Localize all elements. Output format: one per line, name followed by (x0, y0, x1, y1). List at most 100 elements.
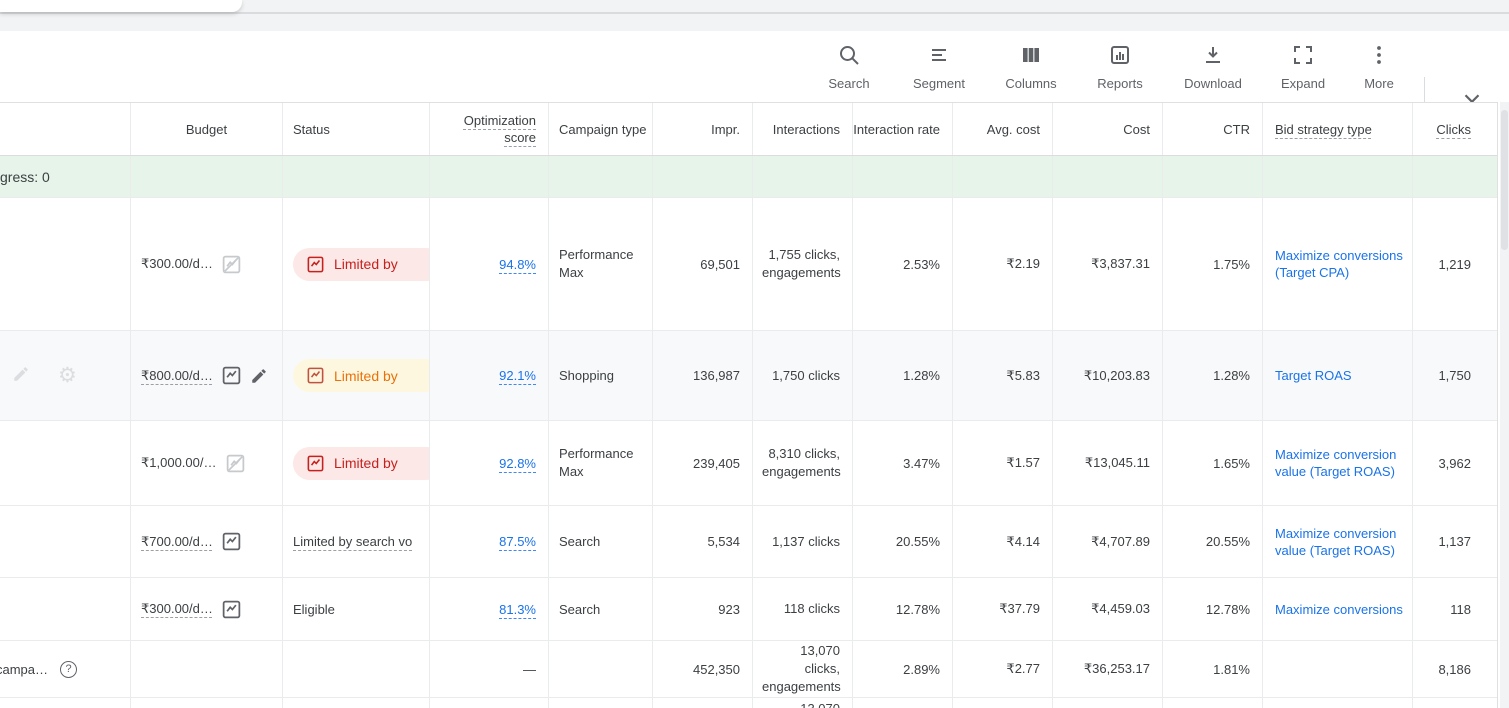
ctr-cell: 1.28% (1163, 331, 1263, 420)
scrollbar-thumb[interactable] (1501, 110, 1508, 250)
budget-value[interactable]: ₹1,000.00/… (141, 455, 217, 470)
status-text: Limited by (334, 455, 398, 471)
bid-strategy-link[interactable]: Target ROAS (1275, 368, 1352, 383)
opt-score-cell: 92.1% (430, 331, 549, 420)
bid-strategy-link[interactable]: Maximize conversion value (Target ROAS) (1275, 447, 1397, 479)
status-cell: Limited by (283, 198, 430, 330)
opt-score-link[interactable]: 94.8% (499, 256, 536, 272)
segment-button[interactable]: Segment (904, 43, 974, 91)
campaign-type-cell: Performance Max (549, 198, 653, 330)
interaction-rate-cell: 1.28% (853, 331, 953, 420)
header-campaign-type[interactable]: Campaign type (549, 103, 653, 155)
cost-cell: ₹10,203.83 (1053, 331, 1163, 420)
download-button[interactable]: Download (1175, 43, 1251, 91)
header-interactions[interactable]: Interactions (753, 103, 853, 155)
ctr-cell: 1.65% (1163, 421, 1263, 505)
avg-cost-cell: ₹2.77 (953, 641, 1053, 697)
status-badge[interactable]: Limited by (293, 359, 429, 392)
header-ctr[interactable]: CTR (1163, 103, 1263, 155)
clicks-cell: 8,186 (1438, 661, 1471, 677)
budget-cell: ₹300.00/d… (131, 578, 283, 640)
more-button[interactable]: More (1352, 43, 1406, 91)
status-badge[interactable]: Limited by (293, 247, 429, 281)
status-text[interactable]: Limited by search vo (293, 534, 413, 549)
chart-disabled-icon (225, 453, 246, 474)
table-row: ₹300.00/d… Limited by 94.8% Performance … (0, 198, 1497, 331)
expand-label: Expand (1280, 76, 1326, 91)
expand-button[interactable]: Expand (1270, 43, 1336, 91)
impr-cell: 452,350 (653, 641, 753, 697)
campaigns-table: Budget Status Optimization score Campaig… (0, 102, 1497, 708)
budget-cell: ₹700.00/d… (131, 506, 283, 577)
table-row: ₹700.00/d… Limited by search vo 87.5% Se… (0, 506, 1497, 578)
header-status[interactable]: Status (283, 103, 430, 155)
total-row: campa… ? — 452,350 13,070 clicks, engage… (0, 641, 1497, 698)
help-icon[interactable]: ? (60, 660, 78, 678)
header-interaction-rate[interactable]: Interaction rate (853, 103, 953, 155)
status-badge[interactable]: Limited by (293, 446, 429, 480)
chart-icon[interactable] (221, 365, 242, 386)
cost-cell: ₹13,045.11 (1053, 421, 1163, 505)
bid-strategy-link[interactable]: Maximize conversions (1275, 601, 1403, 617)
header-budget[interactable]: Budget (131, 103, 283, 155)
budget-value[interactable]: ₹800.00/d… (141, 367, 213, 383)
avg-cost-cell: ₹5.83 (953, 331, 1053, 420)
header-clicks[interactable]: Clicks (1436, 121, 1471, 137)
opt-score-link[interactable]: 81.3% (499, 601, 536, 617)
opt-score-cell: 87.5% (430, 506, 549, 577)
budget-cell: ₹1,000.00/… (131, 421, 283, 505)
status-text: Eligible (293, 601, 335, 617)
search-icon (837, 43, 861, 70)
chart-icon[interactable] (221, 599, 242, 620)
interactions-cell: 118 clicks (753, 578, 853, 640)
opt-score-cell: 81.3% (430, 578, 549, 640)
vertical-scrollbar[interactable] (1500, 102, 1509, 708)
interactions-cell: 13,070 clicks, engagements (753, 641, 853, 697)
collapse-chevron-icon (1459, 85, 1485, 114)
segment-icon (927, 43, 951, 70)
header-opt-score[interactable]: Optimization score (430, 103, 549, 155)
opt-score-link[interactable]: 92.1% (499, 368, 536, 383)
toolbar-divider (1424, 77, 1425, 121)
table-row: ₹300.00/d… Eligible 81.3% Search 923 118… (0, 578, 1497, 641)
reports-icon (1108, 43, 1132, 70)
ctr-cell: 20.55% (1163, 506, 1263, 577)
bid-strategy-link[interactable]: Maximize conversions (Target CPA) (1275, 248, 1403, 280)
edit-pencil-icon[interactable] (250, 367, 268, 385)
header-avg-cost[interactable]: Avg. cost (953, 103, 1053, 155)
header-bid-strategy[interactable]: Bid strategy type (1263, 103, 1413, 155)
bid-strategy-cell: Maximize conversions (Target CPA) (1263, 198, 1413, 330)
more-label: More (1364, 76, 1394, 91)
edit-pencil-icon[interactable] (12, 365, 30, 386)
status-cell: Limited by search vo (283, 506, 430, 577)
header-cost[interactable]: Cost (1053, 103, 1163, 155)
table-row: ₹1,000.00/… Limited by 92.8% Performance… (0, 421, 1497, 506)
gear-icon[interactable]: ⚙ (58, 364, 77, 387)
ctr-cell: 1.75% (1163, 198, 1263, 330)
collapse-table-button[interactable] (1452, 83, 1492, 115)
status-chart-icon (307, 367, 324, 384)
budget-value[interactable]: ₹700.00/d… (141, 533, 213, 549)
interaction-rate-cell: 12.78% (853, 578, 953, 640)
progress-label: gress: 0 (0, 156, 131, 197)
opt-score-cell: 94.8% (430, 198, 549, 330)
impr-cell: 136,987 (653, 331, 753, 420)
budget-value[interactable]: ₹300.00/d… (141, 256, 213, 271)
columns-button[interactable]: Columns (996, 43, 1066, 91)
cost-cell: ₹4,459.03 (1053, 578, 1163, 640)
search-button[interactable]: Search (819, 43, 879, 91)
table-header-row: Budget Status Optimization score Campaig… (0, 103, 1497, 156)
budget-value[interactable]: ₹300.00/d… (141, 601, 213, 616)
bid-strategy-link[interactable]: Maximize conversion value (Target ROAS) (1275, 525, 1397, 558)
header-impr[interactable]: Impr. (653, 103, 753, 155)
top-strip (0, 0, 1509, 31)
name-cell (0, 198, 131, 330)
segment-label: Segment (912, 76, 966, 91)
columns-icon (1019, 43, 1043, 70)
opt-score-link[interactable]: 92.8% (499, 455, 536, 471)
cost-cell: ₹36,253.17 (1053, 641, 1163, 697)
reports-button[interactable]: Reports (1085, 43, 1155, 91)
bid-strategy-cell: Maximize conversion value (Target ROAS) (1263, 506, 1413, 577)
opt-score-link[interactable]: 87.5% (499, 534, 536, 549)
chart-icon[interactable] (221, 531, 242, 552)
